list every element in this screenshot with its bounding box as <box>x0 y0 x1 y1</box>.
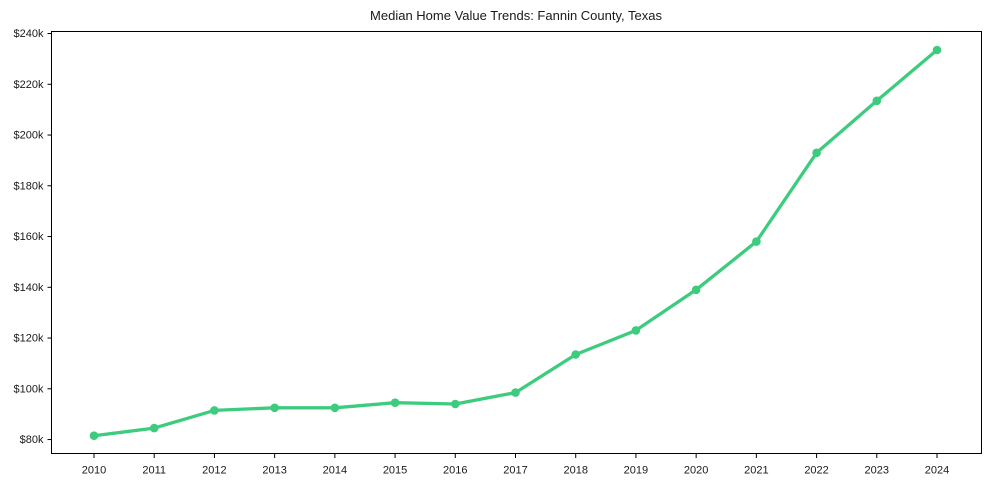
x-tick-label: 2012 <box>202 465 226 477</box>
x-tick-label: 2021 <box>744 465 768 477</box>
y-axis: $80k $100k $120k $140k $160k $180k $200k $220k $… <box>14 28 52 446</box>
x-axis: 2010 2011 2012 2013 2014 2015 2016 2017 2018 2019… <box>82 453 949 477</box>
x-tick-label: 2011 <box>142 465 166 477</box>
series-marker <box>89 431 99 441</box>
y-tick-label: $240k <box>14 28 44 40</box>
chart-title: Median Home Value Trends: Fannin County,… <box>370 8 662 23</box>
series-marker <box>330 403 340 413</box>
y-tick-label: $160k <box>14 231 44 243</box>
series-marker <box>631 326 641 335</box>
series-marker <box>390 398 400 408</box>
series-marker <box>812 148 821 158</box>
series-median-home-value <box>89 45 942 441</box>
x-tick-label: 2014 <box>323 465 347 477</box>
series-marker <box>571 350 580 359</box>
plot-frame <box>51 31 982 454</box>
y-tick-label: $220k <box>14 79 44 91</box>
series-marker <box>872 96 882 106</box>
y-tick-label: $180k <box>14 180 44 192</box>
series-line <box>92 48 939 438</box>
series-marker <box>691 285 701 295</box>
x-tick-label: 2010 <box>82 465 106 477</box>
series-marker <box>451 399 460 409</box>
x-tick-label: 2019 <box>624 465 648 477</box>
series-marker <box>270 403 279 413</box>
x-tick-label: 2017 <box>503 465 527 477</box>
y-tick-label: $140k <box>14 282 44 294</box>
y-tick-label: $200k <box>14 130 44 142</box>
series-marker <box>932 45 942 55</box>
series-marker <box>752 237 761 246</box>
x-tick-label: 2015 <box>383 465 407 477</box>
y-tick-label: $100k <box>14 383 44 395</box>
x-tick-label: 2016 <box>443 465 467 477</box>
x-tick-label: 2018 <box>563 465 587 477</box>
y-tick-label: $120k <box>14 333 44 345</box>
x-tick-label: 2013 <box>262 465 286 477</box>
series-marker <box>149 423 159 433</box>
x-tick-label: 2023 <box>865 465 889 477</box>
x-tick-label: 2022 <box>804 465 828 477</box>
series-marker <box>511 388 520 397</box>
series-marker <box>210 406 219 415</box>
y-tick-label: $80k <box>20 434 44 446</box>
x-tick-label: 2024 <box>925 465 949 477</box>
x-tick-label: 2020 <box>684 465 708 477</box>
